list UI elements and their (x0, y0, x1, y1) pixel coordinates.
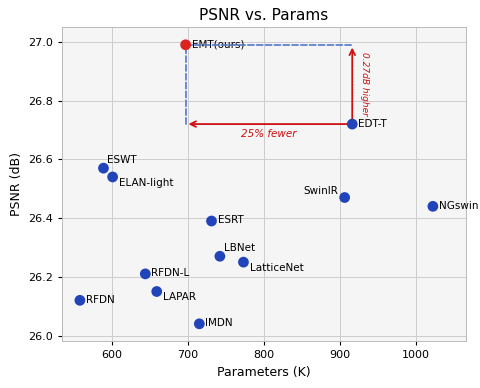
Point (348, 121, 356, 127)
Text: LAPAR: LAPAR (163, 292, 196, 302)
Point (142, 271, 149, 277)
Text: 25% fewer: 25% fewer (241, 129, 297, 139)
Text: 0.27dB higher: 0.27dB higher (360, 52, 369, 116)
Title: PSNR vs. Params: PSNR vs. Params (199, 8, 329, 23)
Text: LatticeNet: LatticeNet (250, 263, 303, 273)
Text: LBNet: LBNet (225, 243, 255, 253)
Point (429, 203, 437, 210)
Point (153, 288, 161, 294)
Text: IMDN: IMDN (205, 318, 233, 328)
Point (76, 297, 84, 303)
Point (216, 253, 224, 259)
Text: SwinIR: SwinIR (304, 186, 338, 196)
Point (109, 174, 117, 180)
Text: ELAN-light: ELAN-light (119, 178, 173, 187)
Text: NGswin: NGswin (439, 201, 479, 211)
Text: RFDN: RFDN (86, 295, 115, 305)
Point (182, 42, 190, 48)
Point (341, 194, 348, 201)
X-axis label: Parameters (K): Parameters (K) (217, 366, 311, 379)
Text: ESRT: ESRT (217, 215, 243, 225)
Point (208, 218, 216, 224)
Y-axis label: PSNR (dB): PSNR (dB) (10, 152, 23, 216)
Point (100, 165, 108, 171)
Text: EDT-T: EDT-T (359, 118, 387, 128)
Text: EMT(ours): EMT(ours) (192, 39, 244, 49)
Point (240, 259, 247, 265)
Text: ESWT: ESWT (107, 155, 136, 165)
Point (195, 321, 203, 327)
Text: RFDN-L: RFDN-L (151, 268, 190, 278)
